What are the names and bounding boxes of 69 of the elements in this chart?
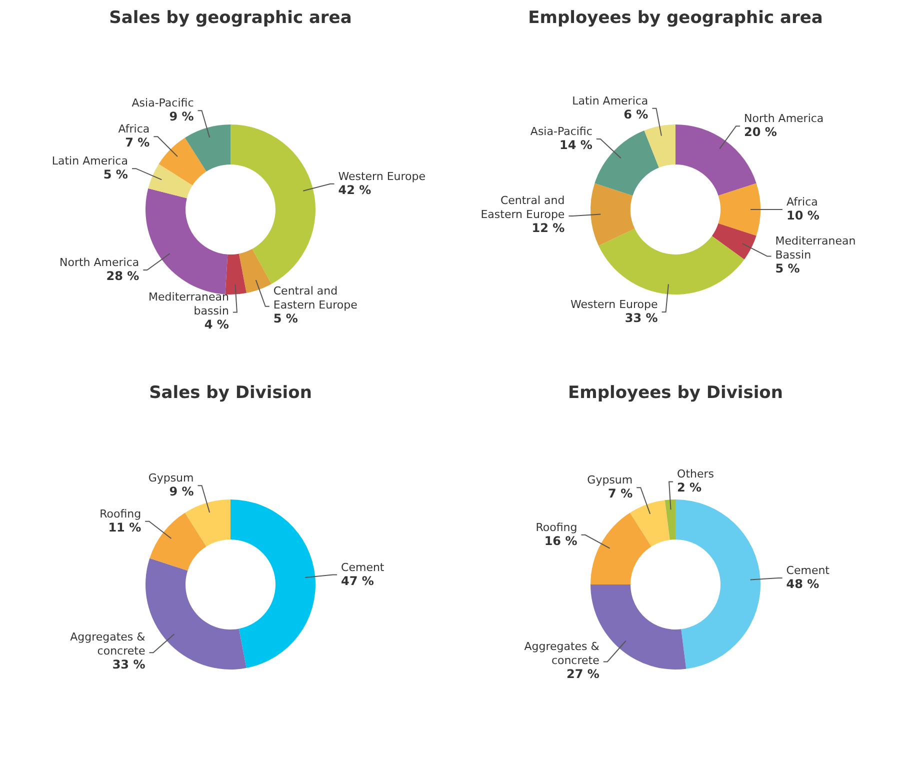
donut-slice [590,512,652,584]
slice-label: Latin America [52,154,128,168]
chart-title: Sales by Division [148,383,313,405]
slice-label: Africa [118,122,150,136]
chart-title: Sales by geographic area [108,8,353,30]
slice-label: Aggregates & concrete [524,640,600,667]
donut-slice [630,500,670,547]
donut-slice [230,500,316,668]
donut-slice [146,558,246,670]
donut-slice [158,138,206,186]
data-label: 7 % [608,486,633,501]
slice-label: Others [677,468,714,481]
data-label: 33 % [112,658,146,672]
data-label: 48 % [786,577,820,592]
slice-label: Roofing [536,520,578,534]
donut-slice [718,183,760,236]
data-label: 20 % [744,125,777,140]
donut-slice [712,223,756,260]
slice-label: North America [60,256,140,270]
data-label: 28 % [106,269,140,284]
slice-label: Gypsum [587,474,633,487]
donut-slice [590,183,635,246]
data-label: 4 % [204,317,229,332]
slice-label: Africa [786,196,818,208]
donut-slice [598,228,744,294]
donut-slice [676,500,760,669]
donut-slice [148,164,193,198]
slice-label: Western Europe [570,298,658,312]
donut-slice [238,248,272,293]
slice-label: Asia-Pacific [530,124,592,138]
data-label: 2 % [677,480,702,495]
donut-slice [230,124,316,284]
donut-slice [184,124,230,172]
slice-label: Roofing [100,507,142,520]
slice-label: Latin America [572,94,648,108]
chart-title: Employees by geographic area [527,8,824,30]
donut-slice [664,500,676,540]
data-label: 14 % [560,138,592,152]
chart-title: Employees by Division [567,383,784,405]
donut-slice [184,500,230,547]
slice-label: Cement [341,560,385,574]
data-label: 33 % [624,311,658,326]
data-label: 27 % [566,666,600,681]
data-label: 11 % [108,520,142,534]
slice-label: Western Europe [338,170,426,183]
data-label: 47 % [341,574,374,588]
slice-label: Mediterranean Bassin [775,234,856,262]
data-label: 7 % [125,136,150,150]
data-label: 10 % [786,208,820,222]
slice-label: Central and Eastern Europe [273,284,358,312]
data-label: 5 % [775,261,800,276]
donut-slice [644,124,676,168]
slice-label: North America [744,112,824,126]
data-label: 6 % [624,107,648,122]
data-label: 9 % [169,484,194,499]
data-label: 12 % [532,220,565,235]
data-label: 5 % [103,168,128,182]
slice-label: Asia-Pacific [132,96,194,110]
data-label: 5 % [273,311,298,326]
donut-slice [150,512,206,571]
slice-label: Gypsum [148,472,194,485]
donut-slice [594,130,659,196]
slice-label: Mediterranean bassin [148,290,229,318]
slice-label: Central and Eastern Europe [480,194,565,221]
data-label: 42 % [338,182,372,197]
slice-label: Aggregates & concrete [70,630,146,658]
data-label: 9 % [169,110,194,124]
data-label: 16 % [544,534,578,548]
slice-label: Cement [786,564,830,578]
